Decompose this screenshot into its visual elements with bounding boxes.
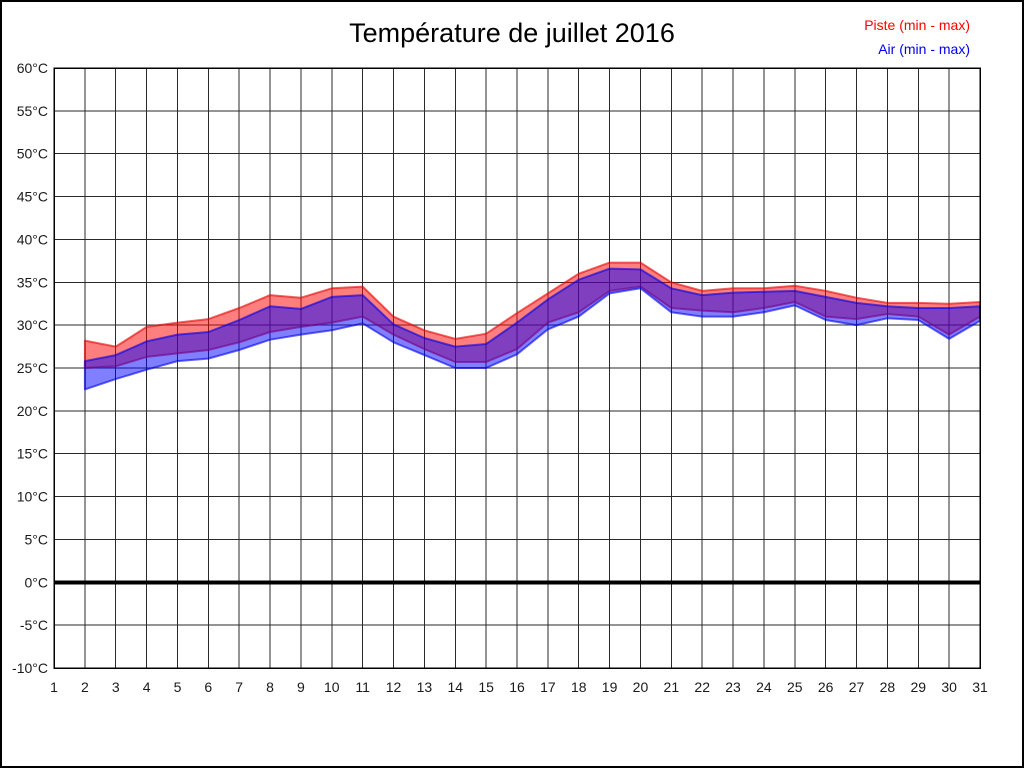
y-tick-label: 15°C — [17, 446, 48, 462]
x-tick-label: 27 — [849, 679, 865, 695]
x-tick-label: 31 — [972, 679, 988, 695]
y-tick-label: 40°C — [17, 231, 48, 247]
x-tick-label: 17 — [540, 679, 556, 695]
chart-title: Température de juillet 2016 — [349, 18, 675, 48]
y-tick-label: 55°C — [17, 103, 48, 119]
x-tick-label: 1 — [50, 679, 58, 695]
plot-border — [53, 67, 981, 669]
x-tick-label: 28 — [880, 679, 896, 695]
x-tick-label: 6 — [204, 679, 212, 695]
x-tick-label: 25 — [787, 679, 803, 695]
y-tick-label: 30°C — [17, 317, 48, 333]
x-tick-label: 20 — [633, 679, 649, 695]
x-tick-label: 13 — [417, 679, 433, 695]
x-tick-label: 2 — [81, 679, 89, 695]
x-tick-label: 10 — [324, 679, 340, 695]
x-tick-label: 7 — [235, 679, 243, 695]
y-tick-label: 0°C — [25, 574, 49, 590]
x-tick-label: 16 — [509, 679, 525, 695]
grid — [53, 67, 981, 669]
x-tick-label: 23 — [725, 679, 741, 695]
x-tick-label: 19 — [602, 679, 618, 695]
air-band — [83, 267, 981, 391]
legend-item-piste: Piste (min - max) — [864, 17, 970, 33]
x-tick-label: 3 — [112, 679, 120, 695]
y-tick-label: 10°C — [17, 489, 48, 505]
x-tick-label: 11 — [355, 679, 370, 695]
y-tick-label: 35°C — [17, 274, 48, 290]
x-tick-label: 18 — [571, 679, 587, 695]
x-tick-label: 24 — [756, 679, 772, 695]
x-tick-label: 26 — [818, 679, 834, 695]
y-tick-label: 25°C — [17, 360, 48, 376]
x-tick-label: 15 — [478, 679, 494, 695]
y-tick-label: 50°C — [17, 146, 48, 162]
x-tick-label: 29 — [910, 679, 926, 695]
x-tick-label: 22 — [694, 679, 710, 695]
y-tick-label: 45°C — [17, 189, 48, 205]
y-tick-label: 60°C — [17, 60, 48, 76]
legend-item-air: Air (min - max) — [878, 41, 970, 57]
x-tick-label: 14 — [447, 679, 463, 695]
chart-legend: Piste (min - max) Air (min - max) — [864, 13, 970, 61]
x-tick-label: 12 — [386, 679, 402, 695]
x-tick-label: 8 — [266, 679, 274, 695]
y-tick-label: -5°C — [20, 617, 48, 633]
y-tick-label: -10°C — [12, 660, 48, 676]
x-tick-label: 30 — [941, 679, 957, 695]
x-tick-label: 21 — [664, 679, 680, 695]
x-axis-labels: 1 2 3 4 5 6 7 8 9 10 11 12 13 14 15 16 17 18 19 20 21 22 23 24 2… — [50, 679, 988, 695]
y-tick-label: 20°C — [17, 403, 48, 419]
x-tick-label: 5 — [174, 679, 182, 695]
y-tick-label: 5°C — [25, 531, 49, 547]
y-axis-labels: 60°C 55°C 50°C 45°C 40°C 35°C 30°C 25°C 20°C 15°C… — [12, 60, 48, 676]
x-tick-label: 4 — [143, 679, 151, 695]
x-tick-label: 9 — [297, 679, 305, 695]
